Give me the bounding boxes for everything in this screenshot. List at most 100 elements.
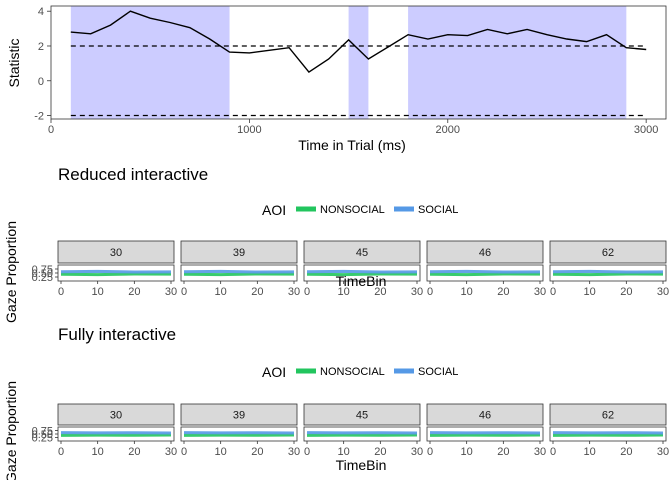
x-tick-label: 30 bbox=[165, 446, 177, 458]
x-tick-label: 20 bbox=[374, 446, 386, 458]
x-tick-label: 0 bbox=[58, 446, 64, 458]
section-title-reduced: Reduced interactive bbox=[58, 165, 208, 184]
y-tick-label: 2 bbox=[38, 41, 44, 53]
facet-strip-label: 62 bbox=[602, 247, 614, 259]
x-tick-label: 2000 bbox=[436, 124, 460, 136]
facet-strip bbox=[180, 240, 298, 264]
facet-46: 46 0 10 20 30 bbox=[426, 403, 546, 458]
x-tick-label: 0 bbox=[550, 286, 556, 298]
y-tick-label: 0.75 bbox=[32, 426, 53, 438]
x-tick-label: 20 bbox=[497, 446, 509, 458]
x-axis-title-reduced: TimeBin bbox=[336, 273, 387, 289]
y-tick-label: 0 bbox=[38, 76, 44, 88]
x-tick-label: 30 bbox=[411, 286, 423, 298]
x-tick-label: 10 bbox=[338, 286, 350, 298]
x-tick-label: 30 bbox=[534, 446, 546, 458]
legend-title: AOI bbox=[262, 364, 286, 380]
facet-30: 30 0 10 20 30 bbox=[57, 403, 177, 458]
facet-strip bbox=[303, 403, 421, 426]
facet-strip bbox=[426, 240, 544, 264]
y-tick-label: 0.50 bbox=[32, 268, 53, 280]
x-tick-label: 10 bbox=[92, 446, 104, 458]
legend-label-nonsocial: NONSOCIAL bbox=[320, 204, 385, 216]
legend-label-social: SOCIAL bbox=[418, 204, 458, 216]
facet-strip bbox=[549, 403, 667, 426]
legend-reduced: AOI NONSOCIAL SOCIAL bbox=[262, 202, 458, 218]
facet-strip-label: 46 bbox=[479, 247, 491, 259]
fully-interactive-section: Fully interactive AOI NONSOCIAL SOCIAL 3… bbox=[3, 325, 669, 480]
series-social bbox=[429, 269, 541, 274]
y-tick-label: 0.50 bbox=[32, 429, 53, 441]
x-tick-label: 10 bbox=[584, 286, 596, 298]
facet-strip bbox=[549, 240, 667, 264]
x-tick-label: 10 bbox=[215, 446, 227, 458]
x-tick-label: 30 bbox=[657, 286, 669, 298]
facet-30: 30 0 10 20 30 bbox=[57, 240, 177, 298]
x-tick-label: 30 bbox=[657, 446, 669, 458]
facet-46: 46 0 10 20 30 bbox=[426, 240, 546, 298]
legend-title: AOI bbox=[262, 202, 286, 218]
facet-62: 62 0 10 20 30 bbox=[549, 403, 669, 458]
x-tick-label: 30 bbox=[288, 286, 300, 298]
y-axis-title-full: Gaze Proportion bbox=[3, 381, 19, 480]
x-tick-label: 20 bbox=[374, 286, 386, 298]
x-tick-label: 30 bbox=[534, 286, 546, 298]
series-nonsocial bbox=[60, 272, 172, 277]
facet-strip bbox=[57, 240, 175, 264]
x-tick-label: 10 bbox=[338, 446, 350, 458]
x-tick-label: 30 bbox=[165, 286, 177, 298]
x-tick-label: 10 bbox=[215, 286, 227, 298]
x-tick-label: 1000 bbox=[237, 124, 261, 136]
x-tick-label: 20 bbox=[497, 286, 509, 298]
x-tick-label: 20 bbox=[128, 446, 140, 458]
statistic-line bbox=[70, 10, 647, 74]
y-tick-label: 4 bbox=[38, 6, 44, 18]
x-tick-label: 20 bbox=[128, 286, 140, 298]
facet-strip-label: 45 bbox=[356, 247, 368, 259]
series-nonsocial bbox=[429, 272, 541, 277]
x-tick-label: 0 bbox=[304, 446, 310, 458]
legend-full: AOI NONSOCIAL SOCIAL bbox=[262, 364, 458, 380]
x-tick-label: 0 bbox=[181, 286, 187, 298]
facet-strip-label: 45 bbox=[356, 410, 368, 422]
x-axis-title-full: TimeBin bbox=[336, 457, 387, 473]
section-title-full: Fully interactive bbox=[58, 325, 176, 344]
facet-45: 45 0 10 20 30 bbox=[303, 403, 423, 458]
series-nonsocial bbox=[552, 272, 664, 277]
y-tick-label: 0.25 bbox=[32, 272, 53, 284]
x-tick-label: 20 bbox=[620, 446, 632, 458]
series-nonsocial bbox=[183, 272, 295, 277]
facet-strip bbox=[426, 403, 544, 426]
significant-region bbox=[70, 6, 230, 119]
plot-panel-border bbox=[50, 5, 667, 120]
facet-strip-label: 30 bbox=[110, 247, 122, 259]
facet-strip-label: 46 bbox=[479, 410, 491, 422]
x-tick-label: 10 bbox=[461, 286, 473, 298]
y-tick-label: 0.75 bbox=[32, 264, 53, 276]
legend-label-social: SOCIAL bbox=[418, 366, 458, 378]
facet-strip-label: 30 bbox=[110, 410, 122, 422]
x-tick-label: 10 bbox=[461, 446, 473, 458]
x-tick-label: 0 bbox=[427, 286, 433, 298]
series-social bbox=[183, 269, 295, 274]
y-axis-title: Statistic bbox=[6, 38, 22, 87]
series-social bbox=[306, 269, 418, 274]
facet-strip-label: 62 bbox=[602, 410, 614, 422]
x-tick-label: 0 bbox=[181, 446, 187, 458]
facet-strip-label: 39 bbox=[233, 247, 245, 259]
x-tick-label: 10 bbox=[584, 446, 596, 458]
x-tick-label: 0 bbox=[550, 446, 556, 458]
facet-39: 39 0 10 20 30 bbox=[180, 403, 300, 458]
facet-strip bbox=[57, 403, 175, 426]
x-tick-label: 0 bbox=[304, 286, 310, 298]
x-tick-label: 3000 bbox=[634, 124, 658, 136]
y-tick-label: 0.25 bbox=[32, 433, 53, 445]
facet-strip-label: 39 bbox=[233, 410, 245, 422]
x-tick-label: 30 bbox=[411, 446, 423, 458]
x-tick-label: 0 bbox=[58, 286, 64, 298]
x-tick-label: 30 bbox=[288, 446, 300, 458]
x-tick-label: 10 bbox=[92, 286, 104, 298]
y-axis-title-reduced: Gaze Proportion bbox=[3, 221, 19, 323]
x-tick-label: 20 bbox=[251, 446, 263, 458]
